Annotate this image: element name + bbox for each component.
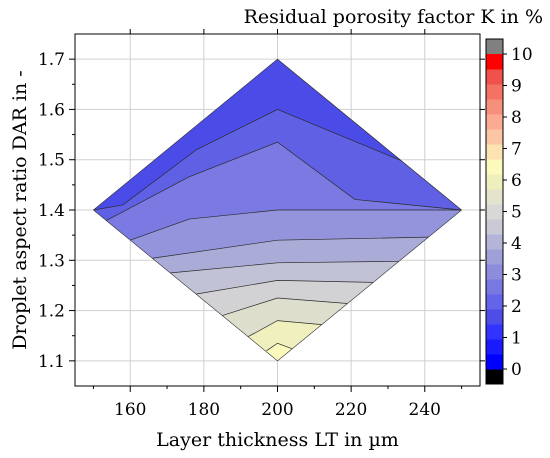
y-tick-label: 1.4 xyxy=(38,201,65,221)
contour-line xyxy=(106,141,462,221)
x-axis-title: Layer thickness LT in µm xyxy=(156,429,399,451)
colorbar-band xyxy=(486,219,503,235)
contour-line xyxy=(196,280,374,295)
y-axis-title: Droplet aspect ratio DAR in - xyxy=(9,70,31,349)
colorbar-band xyxy=(486,54,503,70)
colorbar-tick-label: 5 xyxy=(511,203,522,223)
colorbar-band xyxy=(486,189,503,205)
colorbar-tick-label: 7 xyxy=(511,140,522,160)
y-tick-label: 1.6 xyxy=(38,100,65,120)
x-tick-label: 180 xyxy=(188,400,220,420)
colorbar-tick-label: 10 xyxy=(511,45,533,65)
contour-line xyxy=(130,209,462,241)
colorbar-band xyxy=(486,69,503,85)
colorbar-band xyxy=(486,354,503,370)
colorbar-over xyxy=(486,39,503,54)
colorbar-band xyxy=(486,324,503,340)
colorbar-band xyxy=(486,114,503,130)
contour-line xyxy=(170,260,400,274)
x-tick-label: 220 xyxy=(335,400,367,420)
colorbar-tick-label: 8 xyxy=(511,108,522,128)
colorbar-band xyxy=(486,129,503,145)
contour-line xyxy=(266,342,293,352)
colorbar-tick-label: 4 xyxy=(511,234,522,254)
colorbar-band xyxy=(486,144,503,160)
domain-outline xyxy=(92,58,463,362)
x-tick-label: 160 xyxy=(114,400,146,420)
colorbar-band xyxy=(486,279,503,295)
contour-line xyxy=(247,320,322,338)
colorbar-band xyxy=(486,294,503,310)
axis-ticks: 160 180 200 220 240 1.1 1.2 1.3 1.4 1.5 1.6 1.7 xyxy=(38,29,485,420)
colorbar-tick-label: 9 xyxy=(511,77,522,97)
y-tick-label: 1.2 xyxy=(38,302,65,322)
colorbar-tick-label: 1 xyxy=(511,329,522,349)
y-tick-label: 1.5 xyxy=(38,151,65,171)
colorbar-tick-label: 6 xyxy=(511,171,522,191)
x-tick-label: 200 xyxy=(261,400,293,420)
colorbar-under xyxy=(486,369,503,384)
colorbar-tick-label: 2 xyxy=(511,297,522,317)
colorbar-band xyxy=(486,204,503,220)
y-tick-label: 1.1 xyxy=(38,352,65,372)
contour-line xyxy=(93,109,403,211)
colorbar-title: Residual porosity factor K in % xyxy=(244,6,543,28)
colorbar-band xyxy=(486,99,503,115)
colorbar-band xyxy=(486,234,503,250)
colorbar-band xyxy=(486,264,503,280)
colorbar-band xyxy=(486,339,503,355)
contour-line xyxy=(222,297,348,316)
contour-line xyxy=(152,236,429,259)
colorbar-band xyxy=(486,159,503,175)
y-tick-label: 1.7 xyxy=(38,50,65,70)
colorbar-band xyxy=(486,84,503,100)
colorbar-band xyxy=(486,249,503,265)
colorbar-band xyxy=(486,174,503,190)
y-tick-label: 1.3 xyxy=(38,251,65,271)
x-tick-label: 240 xyxy=(409,400,441,420)
colorbar-tick-label: 3 xyxy=(511,266,522,286)
colorbar-band xyxy=(486,309,503,325)
colorbar-tick-label: 0 xyxy=(511,360,522,380)
colorbar: 0 1 2 3 4 5 6 7 8 9 10 xyxy=(485,38,533,385)
